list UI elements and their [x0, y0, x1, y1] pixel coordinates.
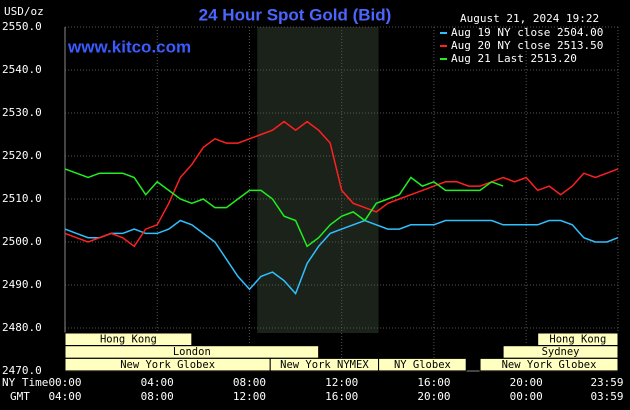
y-tick-label: 2470.0	[2, 364, 42, 377]
x-tick-label-gmt: 03:59	[590, 390, 623, 403]
session-label: Hong Kong	[549, 334, 606, 346]
session-label: New York Globex	[120, 359, 215, 371]
y-tick-label: 2500.0	[2, 235, 42, 248]
series-line	[64, 219, 619, 296]
y-tick-label: 2520.0	[2, 149, 42, 162]
session-shade	[257, 27, 379, 333]
series-line	[64, 120, 619, 248]
x-tick-label-gmt: 00:00	[510, 390, 543, 403]
x-tick-label: 00:00	[48, 376, 81, 389]
session-label: London	[173, 346, 211, 358]
session-label: Hong Kong	[100, 334, 157, 346]
series-line	[64, 168, 504, 248]
legend-label: Aug 21 Last 2513.20	[451, 52, 577, 65]
y-tick-label: 2510.0	[2, 192, 42, 205]
session-label: New York Globex	[502, 359, 597, 371]
x-axis-label: NY Time	[2, 376, 48, 389]
x-tick-label-gmt: 08:00	[141, 390, 174, 403]
x-tick-label: 16:00	[417, 376, 450, 389]
x-tick-label: 04:00	[141, 376, 174, 389]
legend-label: Aug 19 NY close 2504.00	[451, 26, 603, 39]
session-box	[378, 357, 467, 372]
y-tick-label: 2540.0	[2, 63, 42, 76]
session-box	[479, 357, 619, 372]
x-tick-label-gmt: 12:00	[233, 390, 266, 403]
y-tick-label: 2550.0	[2, 20, 42, 33]
x-axis-label: GMT	[10, 390, 30, 403]
session-label: NY Globex	[394, 359, 451, 371]
x-tick-label-gmt: 20:00	[417, 390, 450, 403]
session-label: Sydney	[542, 346, 580, 358]
y-tick-label: 2530.0	[2, 106, 42, 119]
x-tick-label: 08:00	[233, 376, 266, 389]
x-tick-label-gmt: 04:00	[48, 390, 81, 403]
x-tick-label: 12:00	[325, 376, 358, 389]
chart-title: 24 Hour Spot Gold (Bid)	[199, 5, 392, 24]
session-label: New York NYMEX	[280, 359, 369, 371]
timestamp: August 21, 2024 19:22	[460, 12, 599, 25]
x-tick-label: 23:59	[590, 376, 623, 389]
y-unit: USD/oz	[4, 5, 44, 18]
x-tick-label: 20:00	[510, 376, 543, 389]
y-tick-label: 2480.0	[2, 321, 42, 334]
legend-label: Aug 20 NY close 2513.50	[451, 39, 603, 52]
x-tick-label-gmt: 16:00	[325, 390, 358, 403]
y-tick-label: 2490.0	[2, 278, 42, 291]
source: www.kitco.com	[67, 37, 191, 56]
